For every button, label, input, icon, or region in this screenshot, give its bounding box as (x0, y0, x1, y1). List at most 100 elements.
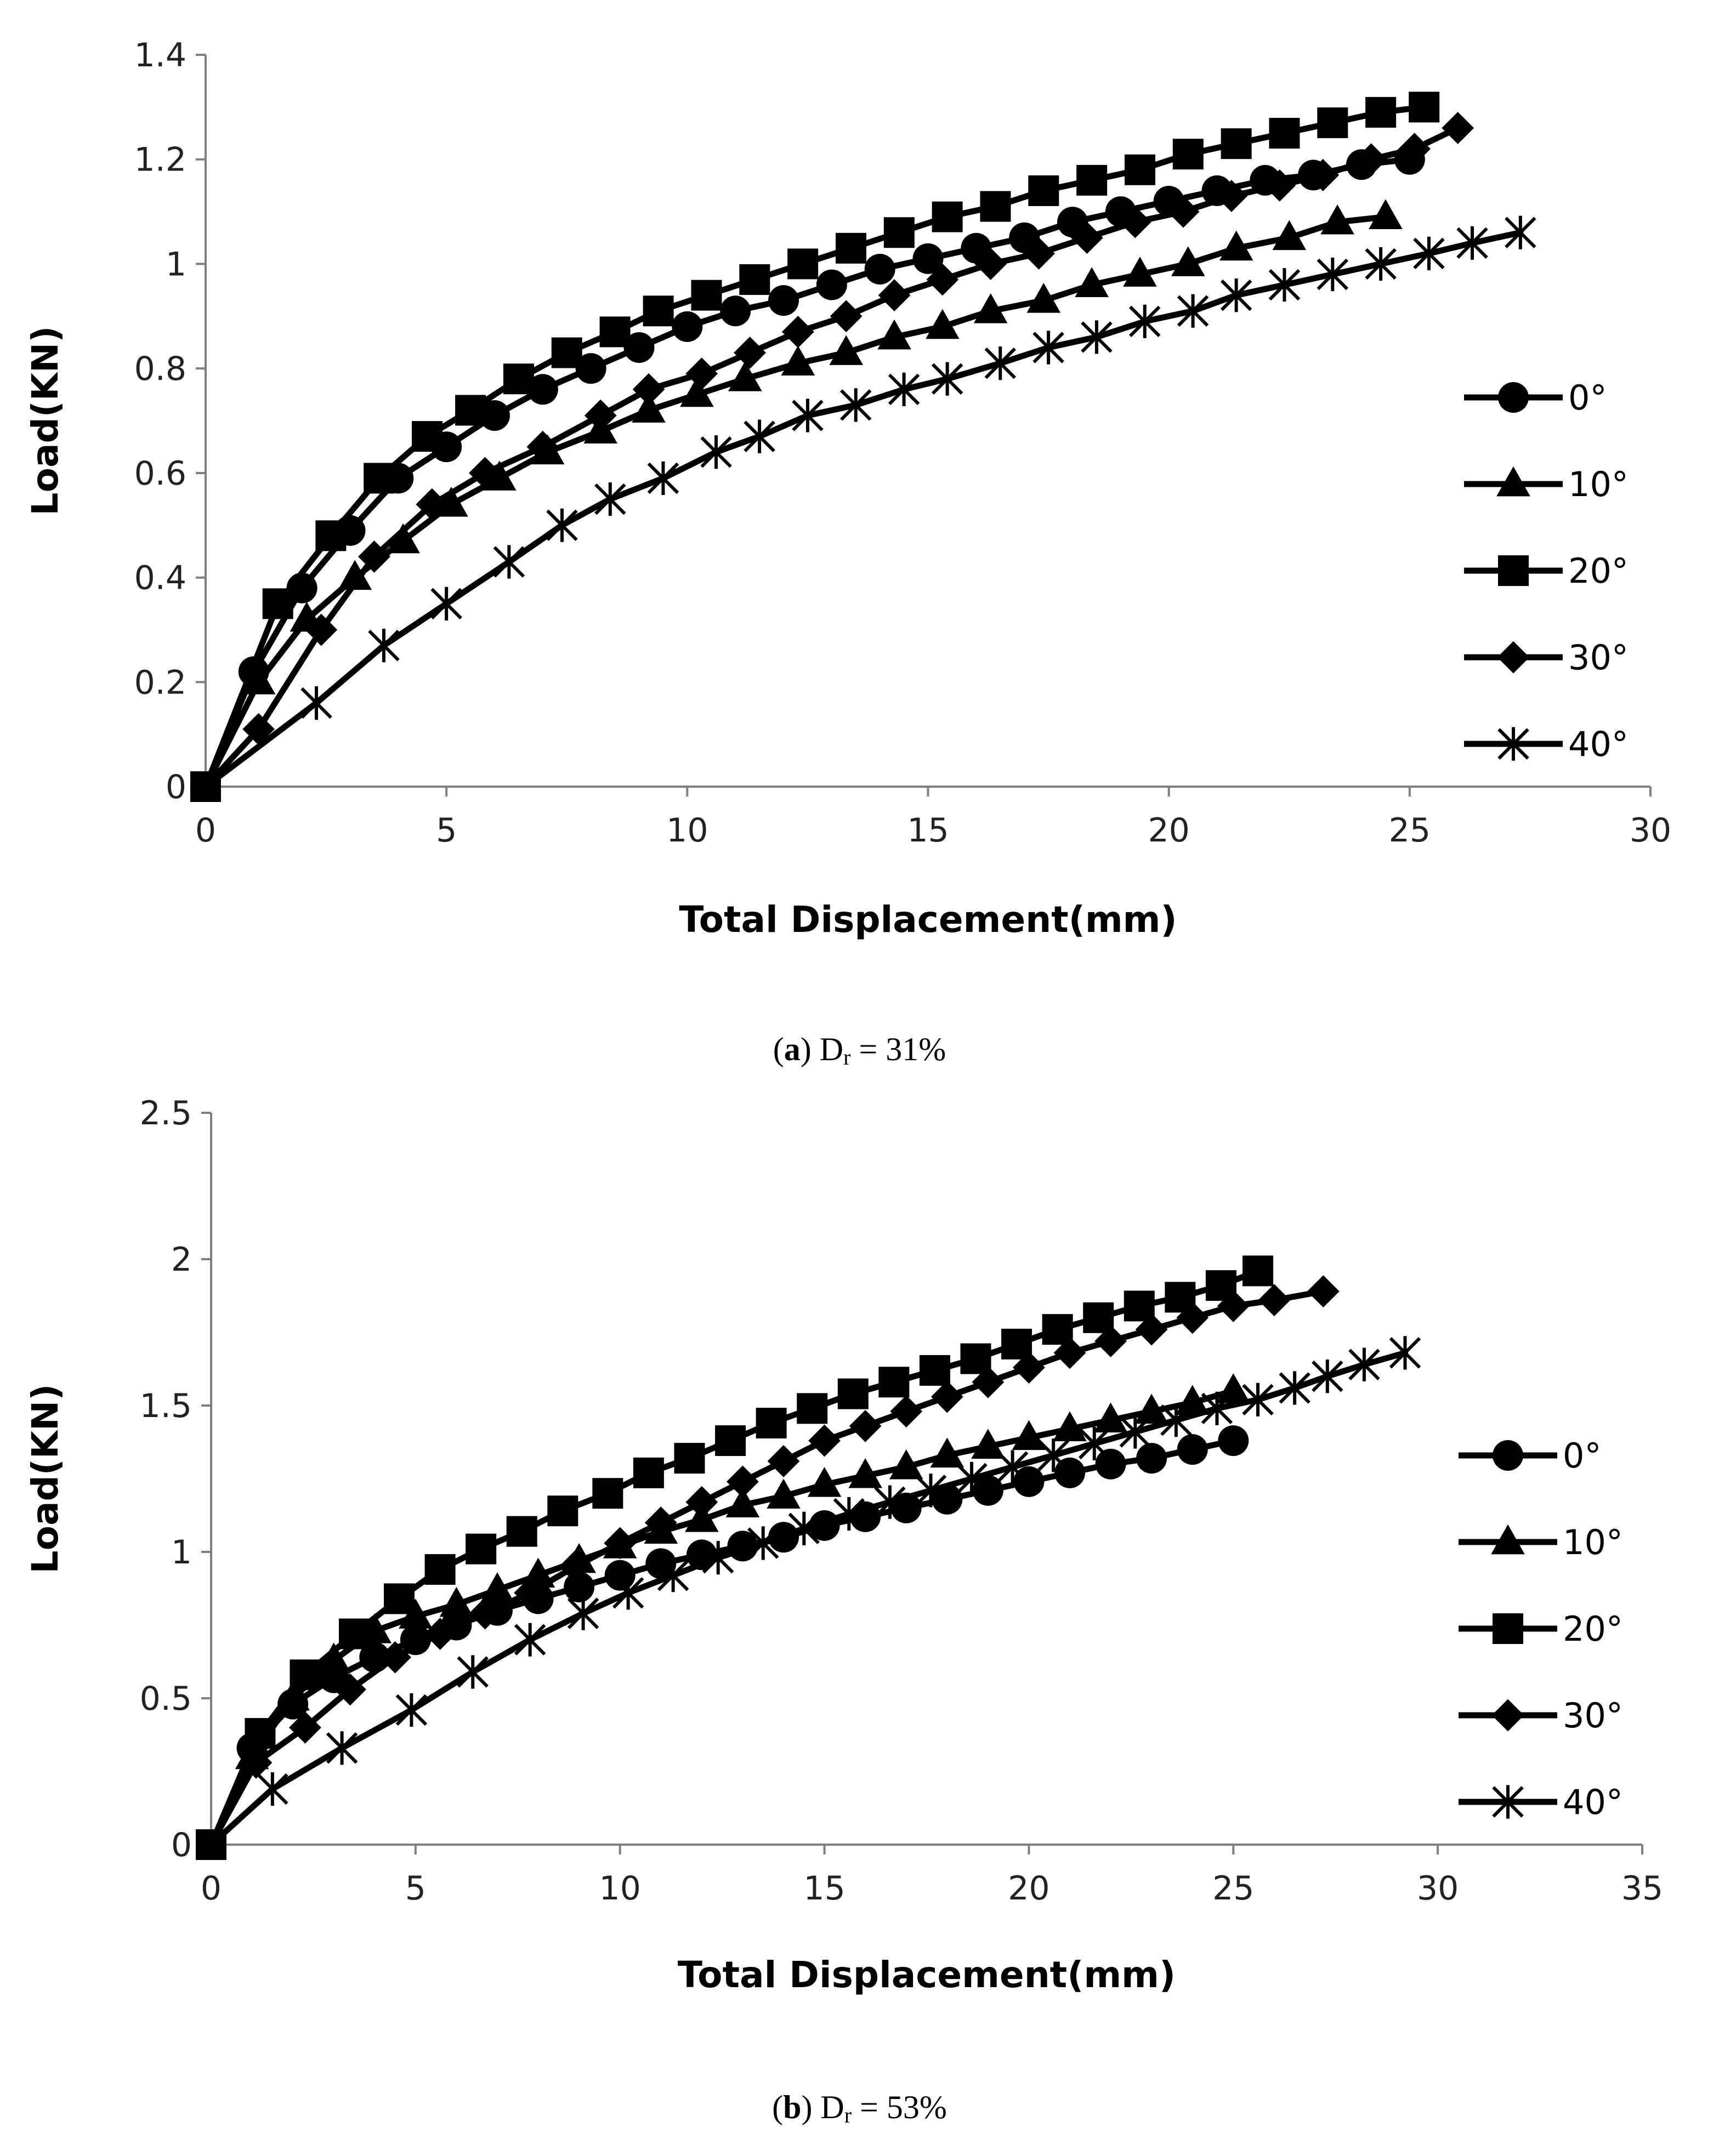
point-1-4-9 (702, 1541, 734, 1575)
legend-entry-0-1: 10° (1464, 464, 1629, 504)
point-0-4-20 (1268, 268, 1301, 302)
point-0-2-4 (412, 421, 443, 452)
point-0-1-9 (632, 392, 666, 423)
legend-entry-1-2: 20° (1459, 1609, 1623, 1649)
point-1-1-19 (971, 1429, 1005, 1459)
point-1-4-19 (1119, 1415, 1151, 1449)
point-0-4-17 (1129, 304, 1161, 338)
point-1-3-20 (1053, 1336, 1086, 1369)
point-0-1-1 (241, 664, 276, 695)
point-1-3-18 (972, 1366, 1005, 1398)
point-1-3-9 (604, 1527, 637, 1560)
series-line-0-4 (202, 229, 1524, 790)
legend-label-0-3: 30° (1568, 638, 1629, 678)
x-tick-label-1-4: 20 (1008, 1869, 1049, 1908)
point-0-4-21 (1317, 257, 1349, 292)
point-0-4-1 (300, 686, 332, 720)
point-0-2-24 (1365, 96, 1397, 128)
point-0-0-13 (816, 269, 847, 300)
point-1-2-15 (837, 1378, 869, 1409)
point-1-2-17 (919, 1355, 950, 1386)
point-0-1-16 (973, 293, 1008, 323)
series-1-2 (196, 1255, 1274, 1860)
point-1-2-1 (245, 1718, 276, 1749)
point-1-4-1 (257, 1772, 288, 1806)
point-1-4-10 (747, 1526, 779, 1560)
caption-a-letter: a (784, 1031, 801, 1067)
x-tick-label-0-2: 10 (666, 811, 708, 850)
point-0-4-22 (1365, 247, 1397, 281)
point-1-3-13 (767, 1445, 800, 1477)
point-1-2-6 (466, 1533, 497, 1565)
point-1-4-25 (1348, 1347, 1380, 1381)
legend-label-1-3: 30° (1563, 1696, 1623, 1736)
point-1-4-18 (1079, 1426, 1110, 1461)
legend-marker-1-3 (1491, 1699, 1524, 1732)
point-0-2-17 (1028, 175, 1059, 206)
series-line-0-3 (202, 125, 1461, 790)
point-1-4-16 (996, 1450, 1029, 1484)
point-1-1-5 (399, 1598, 433, 1629)
point-1-3-10 (644, 1506, 677, 1539)
point-0-4-16 (1081, 320, 1113, 354)
legend-label-0-4: 40° (1568, 724, 1629, 764)
point-1-3-12 (727, 1465, 759, 1498)
point-0-3-19 (1167, 195, 1200, 228)
y-tick-label-0-1: 0.2 (134, 663, 186, 702)
point-0-1-23 (1320, 204, 1354, 235)
x-axis-title-1: Total Displacement(mm) (678, 1954, 1176, 1996)
series-1-4 (196, 1336, 1421, 1860)
point-0-4-14 (984, 346, 1016, 380)
point-1-3-11 (685, 1486, 718, 1518)
point-1-3-21 (1094, 1325, 1127, 1357)
legend-marker-0-1 (1496, 466, 1530, 497)
point-0-0-15 (912, 243, 944, 274)
point-1-1-20 (1012, 1420, 1046, 1450)
legend-marker-0-2 (1498, 555, 1529, 586)
point-1-3-1 (240, 1747, 273, 1779)
y-tick-label-1-0: 0 (171, 1826, 192, 1864)
point-0-1-3 (338, 560, 372, 590)
point-0-2-2 (315, 520, 347, 551)
x-tick-label-1-5: 25 (1212, 1869, 1254, 1908)
point-1-1-17 (889, 1449, 923, 1480)
x-tick-label-0-3: 15 (907, 811, 949, 850)
point-0-0-11 (720, 295, 751, 327)
point-0-3-9 (685, 357, 718, 390)
point-0-1-12 (781, 345, 815, 376)
point-0-0-14 (864, 253, 895, 285)
point-0-1-10 (680, 377, 714, 407)
point-0-4-25 (1505, 215, 1536, 249)
point-0-2-20 (1172, 139, 1204, 170)
point-1-4-21 (1201, 1391, 1233, 1425)
series-1-3 (196, 1275, 1340, 1860)
point-1-0-25 (1218, 1425, 1249, 1457)
legend-label-0-2: 20° (1568, 551, 1629, 591)
point-1-1-24 (1175, 1385, 1210, 1415)
point-1-3-6 (469, 1597, 502, 1630)
caption-a-symbol: D (819, 1031, 844, 1067)
caption-b-letter: b (783, 2089, 802, 2125)
point-0-2-7 (551, 337, 582, 368)
legend-label-1-0: 0° (1563, 1436, 1601, 1476)
y-tick-label-0-7: 1.4 (134, 36, 186, 75)
caption-a-close: ) (800, 1031, 812, 1067)
legend-label-1-2: 20° (1563, 1609, 1623, 1649)
point-0-3-13 (878, 279, 911, 312)
point-0-3-14 (926, 263, 959, 296)
point-0-2-18 (1076, 164, 1108, 196)
point-1-1-23 (1134, 1393, 1168, 1424)
point-0-2-25 (1409, 92, 1440, 123)
point-0-1-17 (1026, 282, 1061, 313)
point-1-2-5 (424, 1554, 456, 1585)
point-0-4-24 (1456, 226, 1488, 260)
legend-label-0-0: 0° (1568, 378, 1607, 418)
x-tick-label-0-4: 20 (1148, 811, 1189, 850)
legend-marker-1-4 (1492, 1785, 1524, 1819)
point-0-3-23 (1355, 143, 1387, 176)
point-0-1-22 (1272, 220, 1307, 251)
point-0-4-11 (840, 388, 872, 422)
caption-b-close: ) (801, 2089, 813, 2125)
legend-entry-0-0: 0° (1464, 378, 1607, 418)
point-1-4-6 (567, 1596, 599, 1630)
